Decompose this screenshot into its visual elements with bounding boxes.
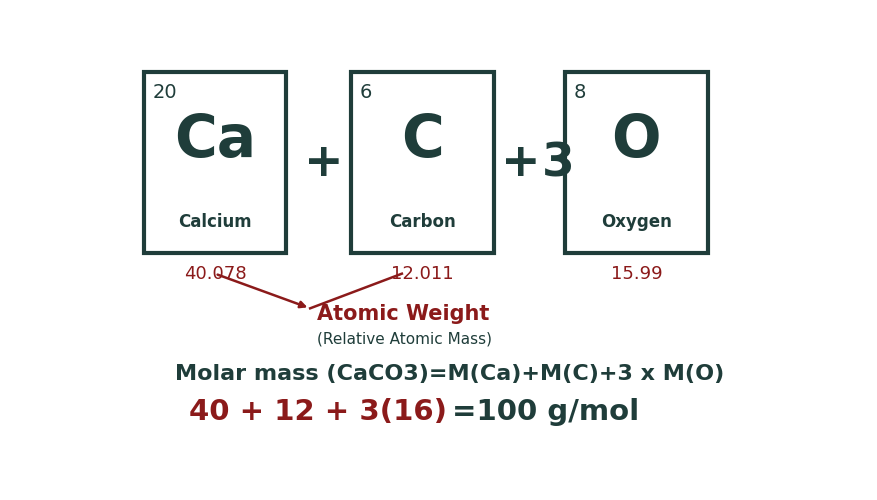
Text: Oxygen: Oxygen	[601, 212, 672, 230]
Text: =100 g/mol: =100 g/mol	[452, 398, 638, 426]
Bar	[351, 72, 494, 252]
Bar	[565, 72, 708, 252]
Text: 40.078: 40.078	[183, 264, 246, 282]
Text: 3: 3	[542, 142, 574, 186]
Text: 12.011: 12.011	[391, 264, 453, 282]
Text: 6: 6	[360, 83, 372, 102]
Bar	[144, 72, 286, 252]
Text: C: C	[401, 112, 444, 170]
Text: Carbon: Carbon	[389, 212, 456, 230]
Text: Atomic Weight: Atomic Weight	[317, 304, 489, 324]
Text: 8: 8	[574, 83, 586, 102]
Text: (Relative Atomic Mass): (Relative Atomic Mass)	[317, 332, 492, 346]
Text: 15.99: 15.99	[610, 264, 662, 282]
Text: Ca: Ca	[174, 112, 256, 170]
Text: 20: 20	[153, 83, 177, 102]
Text: O: O	[611, 112, 661, 170]
Text: +: +	[304, 142, 344, 186]
Text: +: +	[501, 142, 540, 186]
Text: 40 + 12 + 3(16): 40 + 12 + 3(16)	[189, 398, 447, 426]
Text: Molar mass (CaCO3)=M(Ca)+M(C)+3 x M(O): Molar mass (CaCO3)=M(Ca)+M(C)+3 x M(O)	[175, 364, 724, 384]
Text: Calcium: Calcium	[178, 212, 252, 230]
